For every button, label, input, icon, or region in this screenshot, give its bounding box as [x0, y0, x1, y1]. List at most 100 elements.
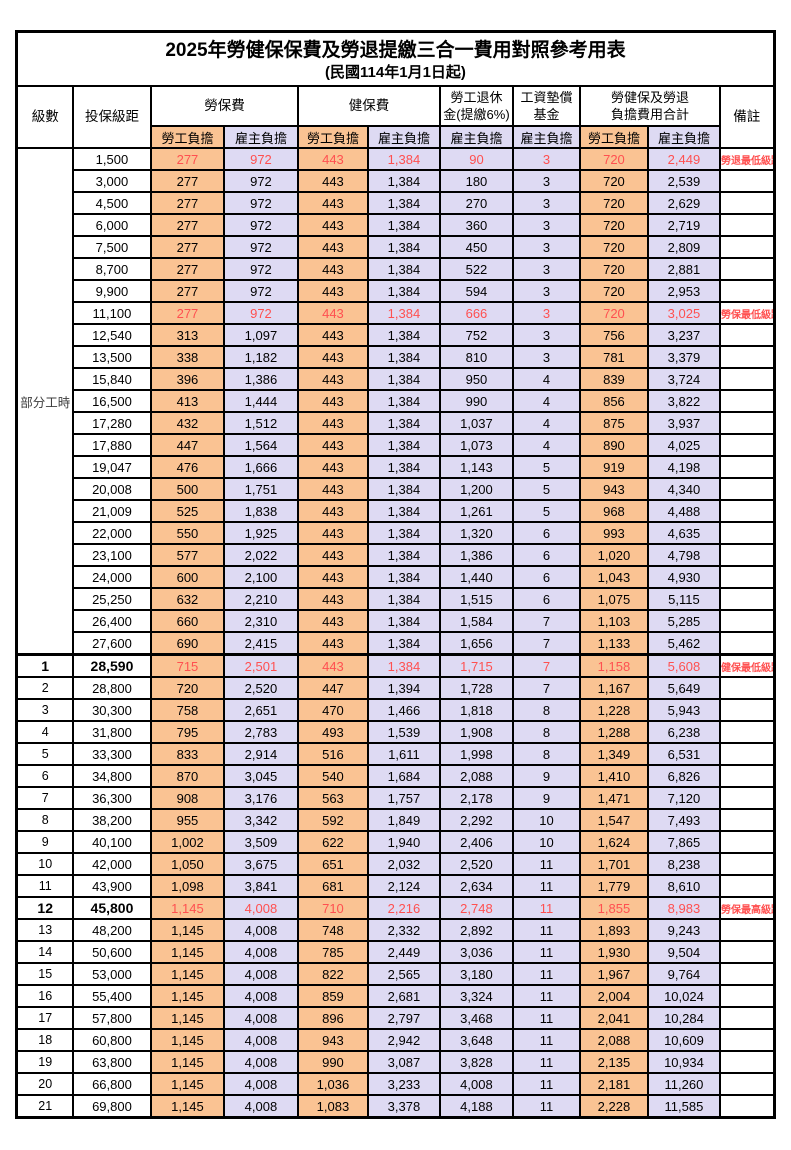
remark-cell: [718, 565, 776, 589]
bracket-cell: 19,047: [71, 455, 152, 479]
health-employee-cell: 443: [296, 521, 369, 545]
health-employee-cell: 443: [296, 345, 369, 369]
remark-cell: [718, 323, 776, 347]
labor-employer-cell: 2,210: [222, 587, 299, 611]
page-subtitle: (民國114年1月1日起): [325, 63, 466, 81]
labor-employee-cell: 908: [149, 786, 225, 810]
remark-cell: [718, 1094, 776, 1119]
fund-employer-cell: 6: [511, 565, 581, 589]
health-employer-cell: 1,384: [366, 323, 441, 347]
labor-employee-cell: 577: [149, 543, 225, 567]
labor-employer-cell: 2,914: [222, 742, 299, 766]
labor-employer-cell: 2,022: [222, 543, 299, 567]
labor-employee-cell: 500: [149, 477, 225, 501]
fund-employer-cell: 3: [511, 169, 581, 193]
table-row: 7 36,300 908 3,176 563 1,757 2,178 9 1,471 7,120: [15, 786, 776, 810]
fund-employer-cell: 3: [511, 235, 581, 259]
remark-cell: [718, 609, 776, 633]
total-employer-cell: 4,198: [646, 455, 721, 479]
health-employer-cell: 2,681: [366, 984, 441, 1008]
total-employer-cell: 9,243: [646, 918, 721, 942]
labor-employer-cell: 3,342: [222, 808, 299, 832]
labor-employee-cell: 1,145: [149, 940, 225, 964]
bracket-cell: 66,800: [71, 1072, 152, 1096]
labor-employee-cell: 1,145: [149, 1050, 225, 1074]
fund-employer-cell: 11: [511, 962, 581, 986]
health-employer-cell: 1,384: [366, 191, 441, 215]
level-cell: 14: [15, 940, 74, 964]
remark-cell: [718, 720, 776, 744]
table-row: 26,400 660 2,310 443 1,384 1,584 7 1,103 5,285: [17, 609, 776, 633]
level-cell: 3: [15, 698, 74, 722]
fund-employer-cell: 3: [511, 147, 581, 171]
table-row: 13,500 338 1,182 443 1,384 810 3 781 3,379: [17, 345, 776, 369]
remark-cell: [718, 742, 776, 766]
level-cell: 13: [15, 918, 74, 942]
health-employee-cell: 443: [296, 631, 369, 656]
level-cell: 9: [15, 830, 74, 854]
pension-employer-cell: 360: [438, 213, 514, 237]
labor-employer-cell: 1,097: [222, 323, 299, 347]
bracket-cell: 53,000: [71, 962, 152, 986]
table-row: 11 43,900 1,098 3,841 681 2,124 2,634 11 1,779 8,…: [15, 874, 776, 898]
total-employee-cell: 720: [578, 147, 649, 171]
remark-cell: [718, 1072, 776, 1096]
total-employee-cell: 968: [578, 499, 649, 523]
total-employer-cell: 3,237: [646, 323, 721, 347]
health-employee-cell: 651: [296, 852, 369, 876]
total-employer-cell: 4,025: [646, 433, 721, 457]
total-employee-cell: 1,133: [578, 631, 649, 656]
bracket-cell: 22,000: [71, 521, 152, 545]
table-row: 19 63,800 1,145 4,008 990 3,087 3,828 11 2,135 10…: [15, 1050, 776, 1074]
health-employer-cell: 1,940: [366, 830, 441, 854]
health-employer-cell: 1,384: [366, 235, 441, 259]
fund-employer-cell: 11: [511, 918, 581, 942]
table-row: 15 53,000 1,145 4,008 822 2,565 3,180 11 1,967 9,…: [15, 962, 776, 986]
health-employee-cell: 443: [296, 147, 369, 171]
total-employee-cell: 720: [578, 213, 649, 237]
header-li-employer: 雇主負擔: [222, 125, 299, 149]
remark-cell: [718, 940, 776, 964]
total-employee-cell: 890: [578, 433, 649, 457]
total-employer-cell: 3,822: [646, 389, 721, 413]
total-employee-cell: 2,004: [578, 984, 649, 1008]
health-employer-cell: 1,384: [366, 169, 441, 193]
remark-cell: 健保最低級距: [718, 653, 776, 678]
pension-employer-cell: 1,715: [438, 653, 514, 678]
total-employer-cell: 5,608: [646, 653, 721, 678]
pension-employer-cell: 1,656: [438, 631, 514, 656]
level-cell: 6: [15, 764, 74, 788]
bracket-cell: 34,800: [71, 764, 152, 788]
fund-employer-cell: 3: [511, 191, 581, 215]
health-employer-cell: 2,124: [366, 874, 441, 898]
health-employee-cell: 443: [296, 477, 369, 501]
bracket-cell: 11,100: [71, 301, 152, 325]
total-employee-cell: 720: [578, 169, 649, 193]
level-cell: 17: [15, 1006, 74, 1030]
level-cell: 20: [15, 1072, 74, 1096]
header-total-employee: 勞工負擔: [578, 125, 649, 149]
bracket-cell: 63,800: [71, 1050, 152, 1074]
labor-employer-cell: 3,675: [222, 852, 299, 876]
total-employee-cell: 1,779: [578, 874, 649, 898]
bracket-cell: 33,300: [71, 742, 152, 766]
health-employer-cell: 1,684: [366, 764, 441, 788]
health-employer-cell: 1,384: [366, 609, 441, 633]
health-employer-cell: 1,394: [366, 676, 441, 700]
total-employee-cell: 1,893: [578, 918, 649, 942]
table-row: 4 31,800 795 2,783 493 1,539 1,908 8 1,288 6,238: [15, 720, 776, 744]
labor-employee-cell: 432: [149, 411, 225, 435]
labor-employee-cell: 525: [149, 499, 225, 523]
health-employer-cell: 1,384: [366, 345, 441, 369]
labor-employer-cell: 972: [222, 235, 299, 259]
labor-employer-cell: 3,509: [222, 830, 299, 854]
bracket-cell: 55,400: [71, 984, 152, 1008]
total-employer-cell: 3,379: [646, 345, 721, 369]
health-employer-cell: 1,384: [366, 455, 441, 479]
header-hi-employer: 雇主負擔: [366, 125, 441, 149]
table-row: 3,000 277 972 443 1,384 180 3 720 2,539: [17, 169, 776, 193]
health-employee-cell: 470: [296, 698, 369, 722]
title-row: 2025年勞健保保費及勞退提繳三合一費用對照參考用表 (民國114年1月1日起): [15, 30, 776, 87]
labor-employer-cell: 972: [222, 301, 299, 325]
pension-employer-cell: 2,292: [438, 808, 514, 832]
